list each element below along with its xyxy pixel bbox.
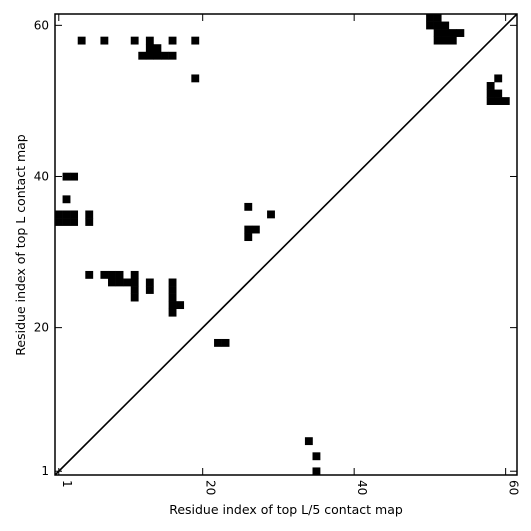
x-tick-label: 60 xyxy=(507,480,521,495)
top-l-contact-cell xyxy=(70,210,79,219)
top-l-contact-cell xyxy=(115,270,124,279)
y-axis-label: Residue index of top L contact map xyxy=(13,134,28,355)
top-l-contact-cell xyxy=(55,218,63,226)
top-l-contact-cell xyxy=(486,97,495,105)
top-l-contact-cell xyxy=(130,286,139,294)
top-l-contact-cell xyxy=(62,210,71,219)
top-l-contact-cell xyxy=(176,301,185,310)
top-l-contact-cell xyxy=(108,278,116,287)
top-l-contact-cell xyxy=(441,36,450,45)
plot-frame xyxy=(54,13,518,476)
top-l-contact-cell xyxy=(85,270,94,279)
top-l-contact-cell xyxy=(426,21,434,30)
top-l-contact-cell xyxy=(130,278,139,287)
top-l-contact-cell xyxy=(100,270,109,279)
x-tick-label: 1 xyxy=(60,480,74,488)
top-l-contact-cell xyxy=(441,21,450,30)
top-l-contact-cell xyxy=(145,44,154,53)
top-l-contact-cell xyxy=(168,293,177,302)
top-l-contact-cell xyxy=(244,233,253,242)
top-l-contact-cell xyxy=(85,210,94,219)
top-l-contact-cell xyxy=(448,36,457,45)
top-l-contact-cell xyxy=(433,29,442,37)
top-l-contact-cell xyxy=(123,278,132,287)
top-l-contact-cell xyxy=(62,172,71,181)
top-l-contact-cell xyxy=(448,29,457,37)
top-l-contact-cell xyxy=(130,36,139,45)
top-l-contact-cell xyxy=(168,51,177,60)
top-l-contact-cell xyxy=(145,286,154,294)
top-l-contact-cell xyxy=(153,51,162,60)
top-l-contact-cell xyxy=(221,338,230,347)
top-l-contact-cell xyxy=(168,286,177,294)
ticks-layer: 1 20 40 60 1 20 40 60 xyxy=(34,14,521,495)
top-l-contact-cell xyxy=(115,278,124,287)
x-tick-label: 40 xyxy=(355,480,369,495)
top-l-contact-cell xyxy=(494,74,503,83)
top-l-contact-cell xyxy=(486,89,495,98)
top-l-contact-cell xyxy=(55,210,63,219)
top-l-contact-cell xyxy=(501,97,510,105)
x-tick-label: 20 xyxy=(204,480,218,495)
diagonal-line xyxy=(54,13,518,476)
top-l-contact-cell xyxy=(62,195,71,204)
top-l-contact-cell xyxy=(70,218,79,226)
top-l-contact-cell xyxy=(100,36,109,45)
top-l-contact-cell xyxy=(191,36,200,45)
x-axis-label: Residue index of top L/5 contact map xyxy=(169,502,403,517)
top-l-contact-cell xyxy=(62,218,71,226)
top-l-contact-cell xyxy=(426,14,434,22)
top-l5-contact-cell xyxy=(312,467,321,476)
top-l-contact-cell xyxy=(130,293,139,302)
contact-cells-layer xyxy=(55,14,510,476)
top-l-contact-cell xyxy=(168,36,177,45)
top-l-contact-cell xyxy=(168,308,177,317)
top-l-contact-cell xyxy=(214,338,222,347)
top-l-contact-cell xyxy=(85,218,94,226)
top-l-contact-cell xyxy=(433,21,442,30)
top-l-contact-cell xyxy=(145,36,154,45)
top-l-contact-cell xyxy=(267,210,275,219)
top-l-contact-cell xyxy=(153,44,162,53)
y-tick-label: 40 xyxy=(34,169,49,183)
top-l-contact-cell xyxy=(191,74,200,83)
top-l5-contact-cell xyxy=(312,452,321,461)
top-l-contact-cell xyxy=(168,301,177,310)
top-l-contact-cell xyxy=(108,270,116,279)
top-l-contact-cell xyxy=(486,82,495,90)
top-l-contact-cell xyxy=(138,51,147,60)
top-l-contact-cell xyxy=(251,225,260,234)
y-tick-label: 1 xyxy=(41,464,49,478)
top-l-contact-cell xyxy=(145,278,154,287)
top-l-contact-cell xyxy=(494,97,503,105)
top-l-contact-cell xyxy=(244,202,253,211)
y-tick-label: 60 xyxy=(34,18,49,32)
top-l-contact-cell xyxy=(168,278,177,287)
top-l-contact-cell xyxy=(494,89,503,98)
top-l-contact-cell xyxy=(244,225,253,234)
top-l-contact-cell xyxy=(433,36,442,45)
top-l-contact-cell xyxy=(433,14,442,22)
top-l-contact-cell xyxy=(456,29,465,37)
top-l-contact-cell xyxy=(145,51,154,60)
top-l-contact-cell xyxy=(161,51,169,60)
top-l-contact-cell xyxy=(70,172,79,181)
top-l-contact-cell xyxy=(441,29,450,37)
y-tick-label: 20 xyxy=(34,321,49,335)
top-l-contact-cell xyxy=(77,36,86,45)
top-l-contact-cell xyxy=(130,270,139,279)
top-l5-contact-cell xyxy=(304,437,313,446)
